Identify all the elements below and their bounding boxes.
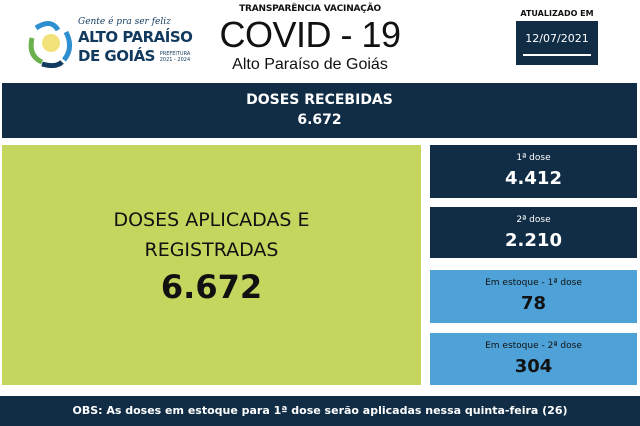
logo-sub: PREFEITURA 2021 - 2024 — [159, 50, 191, 63]
logo-name-2-text: DE GOIÁS — [78, 47, 155, 65]
page-title: COVID - 19 — [219, 14, 401, 55]
card-label: 1ª dose — [516, 153, 551, 163]
card-label: Em estoque - 1ª dose — [485, 278, 582, 288]
page-header: TRANSPARÊNCIA VACINAÇÃO COVID - 19 Alto … — [200, 3, 420, 75]
doses-received-panel: DOSES RECEBIDAS 6.672 — [2, 83, 637, 138]
logo-name-1: ALTO PARAÍSO — [78, 28, 193, 46]
doses-applied-label-2: REGISTRADAS — [144, 239, 279, 261]
updated-date-box: 12/07/2021 — [516, 21, 598, 65]
card-value: 2.210 — [505, 230, 562, 251]
card-label: 2ª dose — [516, 215, 551, 225]
header-kicker: TRANSPARÊNCIA VACINAÇÃO — [239, 4, 381, 14]
logo-text: Gente é pra ser feliz ALTO PARAÍSO DE GO… — [78, 16, 194, 66]
footer-note: OBS: As doses em estoque para 1ª dose se… — [0, 396, 640, 426]
municipality-logo — [28, 18, 74, 69]
stock-first-dose-card: Em estoque - 1ª dose 78 — [430, 270, 637, 323]
logo-name-2: DE GOIÁS PREFEITURA 2021 - 2024 — [78, 47, 194, 66]
doses-applied-panel: DOSES APLICADAS E REGISTRADAS 6.672 — [2, 145, 421, 385]
doses-applied-label-1: DOSES APLICADAS E — [113, 209, 310, 231]
logo-tagline: Gente é pra ser feliz — [78, 17, 171, 27]
card-value: 4.412 — [505, 168, 562, 189]
divider — [523, 54, 591, 56]
doses-applied-value: 6.672 — [160, 268, 263, 306]
second-dose-card: 2ª dose 2.210 — [430, 207, 637, 258]
flower-logo-icon — [28, 21, 72, 69]
card-value: 78 — [520, 293, 547, 314]
card-value: 304 — [514, 356, 553, 377]
updated-date: 12/07/2021 — [525, 32, 589, 45]
updated-label: ATUALIZADO EM — [520, 9, 594, 18]
doses-received-label: DOSES RECEBIDAS — [246, 92, 393, 108]
stock-second-dose-card: Em estoque - 2ª dose 304 — [430, 333, 637, 385]
doses-received-value: 6.672 — [297, 112, 342, 128]
page-subtitle: Alto Paraíso de Goiás — [232, 56, 388, 73]
first-dose-card: 1ª dose 4.412 — [430, 145, 637, 198]
card-label: Em estoque - 2ª dose — [485, 341, 582, 351]
